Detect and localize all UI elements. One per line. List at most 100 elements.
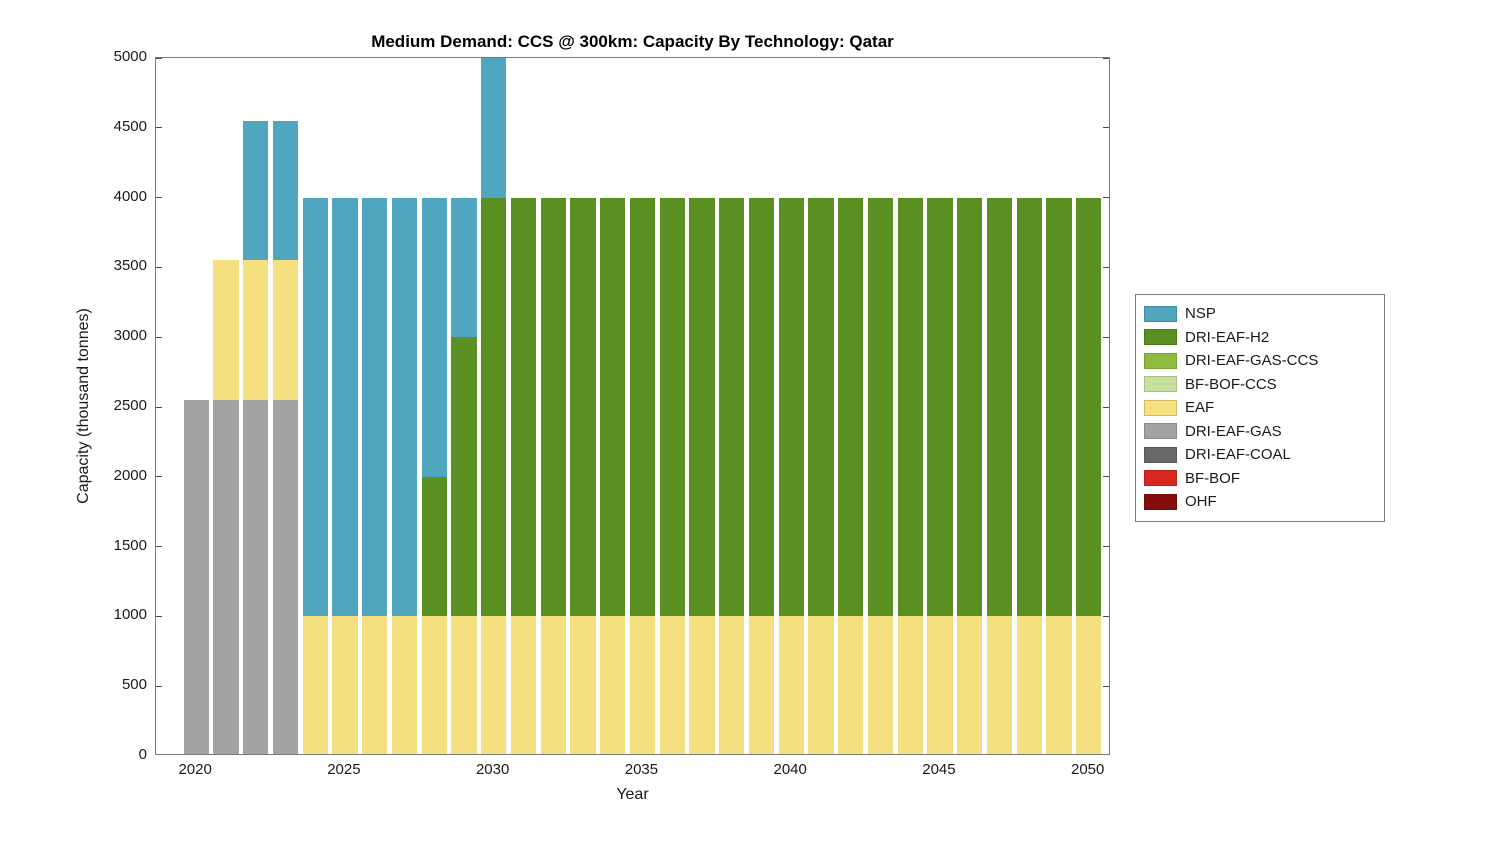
y-tick-mark	[156, 476, 162, 478]
bar-segment-eaf	[243, 260, 269, 400]
bar-segment-eaf	[838, 616, 864, 754]
bar-segment-eaf	[689, 616, 715, 754]
bar-segment-dri-eaf-h2	[510, 197, 537, 617]
y-tick-mark	[156, 197, 162, 199]
bar-segment-dri-eaf-h2	[689, 197, 715, 617]
y-tick-mark	[1103, 266, 1109, 268]
bar-segment-nsp	[302, 197, 328, 617]
y-tick-label: 5000	[113, 48, 147, 65]
legend-item-dri-eaf-gas: DRI-EAF-GAS	[1144, 420, 1384, 444]
bar-segment-dri-eaf-h2	[986, 197, 1013, 617]
bar-segment-eaf	[629, 616, 656, 754]
legend-item-dri-eaf-coal: DRI-EAF-COAL	[1144, 443, 1384, 467]
bar-segment-eaf	[659, 616, 685, 754]
x-tick-label: 2030	[475, 761, 510, 778]
bar-segment-eaf	[808, 616, 834, 754]
bar-segment-dri-eaf-h2	[1076, 197, 1102, 617]
bar-segment-dri-eaf-gas	[272, 400, 299, 754]
bar-segment-eaf	[362, 616, 388, 754]
legend-swatch	[1144, 376, 1177, 393]
bar-segment-dri-eaf-h2	[927, 197, 953, 617]
legend-label: BF-BOF-CCS	[1185, 375, 1277, 393]
bar-segment-dri-eaf-gas	[243, 400, 269, 754]
bar-segment-eaf	[897, 616, 923, 754]
y-tick-mark	[156, 336, 162, 338]
x-tick-label: 2050	[1070, 761, 1105, 778]
bar-segment-dri-eaf-h2	[600, 197, 626, 617]
bar-segment-dri-eaf-h2	[748, 197, 775, 617]
bar-segment-dri-eaf-h2	[897, 197, 923, 617]
legend-label: BF-BOF	[1185, 469, 1240, 487]
plot-area	[155, 57, 1110, 755]
y-tick-label: 2000	[113, 466, 147, 484]
y-tick-label: 1000	[113, 606, 147, 624]
x-tick-label: 2020	[178, 761, 212, 778]
x-tick-label: 2035	[624, 761, 659, 778]
y-tick-mark	[156, 546, 162, 548]
bar-segment-dri-eaf-h2	[1046, 197, 1072, 617]
chart-title: Medium Demand: CCS @ 300km: Capacity By …	[371, 32, 894, 51]
bar-segment-nsp	[421, 197, 447, 477]
bar-segment-dri-eaf-h2	[778, 197, 804, 617]
bar-segment-nsp	[391, 197, 418, 617]
y-tick-label: 500	[121, 676, 147, 694]
legend-item-eaf: EAF	[1144, 396, 1384, 420]
bar-segment-eaf	[272, 260, 299, 400]
x-tick-label: 2045	[922, 761, 956, 778]
legend-swatch	[1144, 329, 1177, 346]
bar-segment-eaf	[600, 616, 626, 754]
bar-segment-eaf	[510, 616, 537, 754]
legend-label: DRI-EAF-COAL	[1185, 446, 1291, 464]
legend-swatch	[1144, 470, 1177, 487]
bar-segment-eaf	[451, 616, 477, 754]
legend: NSP DRI-EAF-H2 DRI-EAF-GAS-CCS BF-BOF-CCS EA…	[1135, 294, 1385, 522]
y-tick-mark	[1103, 546, 1109, 548]
legend-label: NSP	[1185, 305, 1216, 323]
legend-label: OHF	[1185, 493, 1217, 511]
y-tick-mark	[156, 266, 162, 268]
bar-segment-eaf	[748, 616, 775, 754]
bar-segment-dri-eaf-h2	[481, 197, 507, 617]
bar-segment-nsp	[332, 197, 358, 617]
bar-segment-dri-eaf-h2	[1016, 197, 1042, 617]
legend-item-nsp: NSP	[1144, 302, 1384, 326]
y-tick-mark	[156, 58, 162, 59]
y-tick-mark	[156, 406, 162, 408]
bar-segment-eaf	[778, 616, 804, 754]
bar-segment-eaf	[391, 616, 418, 754]
bar-segment-dri-eaf-h2	[659, 197, 685, 617]
y-tick-label: 0	[138, 746, 147, 763]
y-tick-label: 2500	[113, 397, 147, 414]
legend-swatch	[1144, 305, 1177, 322]
legend-item-ohf: OHF	[1144, 490, 1384, 514]
bar-segment-nsp	[481, 58, 507, 198]
bar-segment-eaf	[213, 260, 239, 400]
bar-segment-dri-eaf-h2	[808, 197, 834, 617]
y-tick-mark	[1103, 127, 1109, 129]
legend-swatch	[1144, 352, 1177, 369]
y-tick-label: 1500	[113, 536, 147, 554]
y-tick-label: 4500	[113, 117, 147, 135]
bar-segment-nsp	[272, 120, 299, 261]
bar-segment-eaf	[570, 616, 596, 754]
bar-segment-dri-eaf-h2	[957, 197, 983, 617]
bar-segment-eaf	[1076, 616, 1102, 754]
bar-segment-eaf	[719, 616, 745, 754]
bar-segment-nsp	[243, 120, 269, 261]
bar-segment-eaf	[1046, 616, 1072, 754]
bar-segment-dri-eaf-gas	[183, 400, 209, 754]
legend-item-dri-eaf-h2: DRI-EAF-H2	[1144, 326, 1384, 350]
y-tick-mark	[156, 127, 162, 129]
bar-segment-nsp	[362, 197, 388, 617]
bar-segment-eaf	[986, 616, 1013, 754]
legend-swatch	[1144, 399, 1177, 416]
bar-segment-eaf	[927, 616, 953, 754]
y-tick-mark	[1103, 197, 1109, 199]
y-tick-mark	[156, 615, 162, 617]
bar-segment-dri-eaf-h2	[719, 197, 745, 617]
legend-swatch	[1144, 493, 1177, 510]
x-tick-label: 2040	[773, 761, 807, 778]
bar-segment-eaf	[1016, 616, 1042, 754]
bar-segment-dri-eaf-h2	[629, 197, 656, 617]
bar-segment-dri-eaf-h2	[838, 197, 864, 617]
